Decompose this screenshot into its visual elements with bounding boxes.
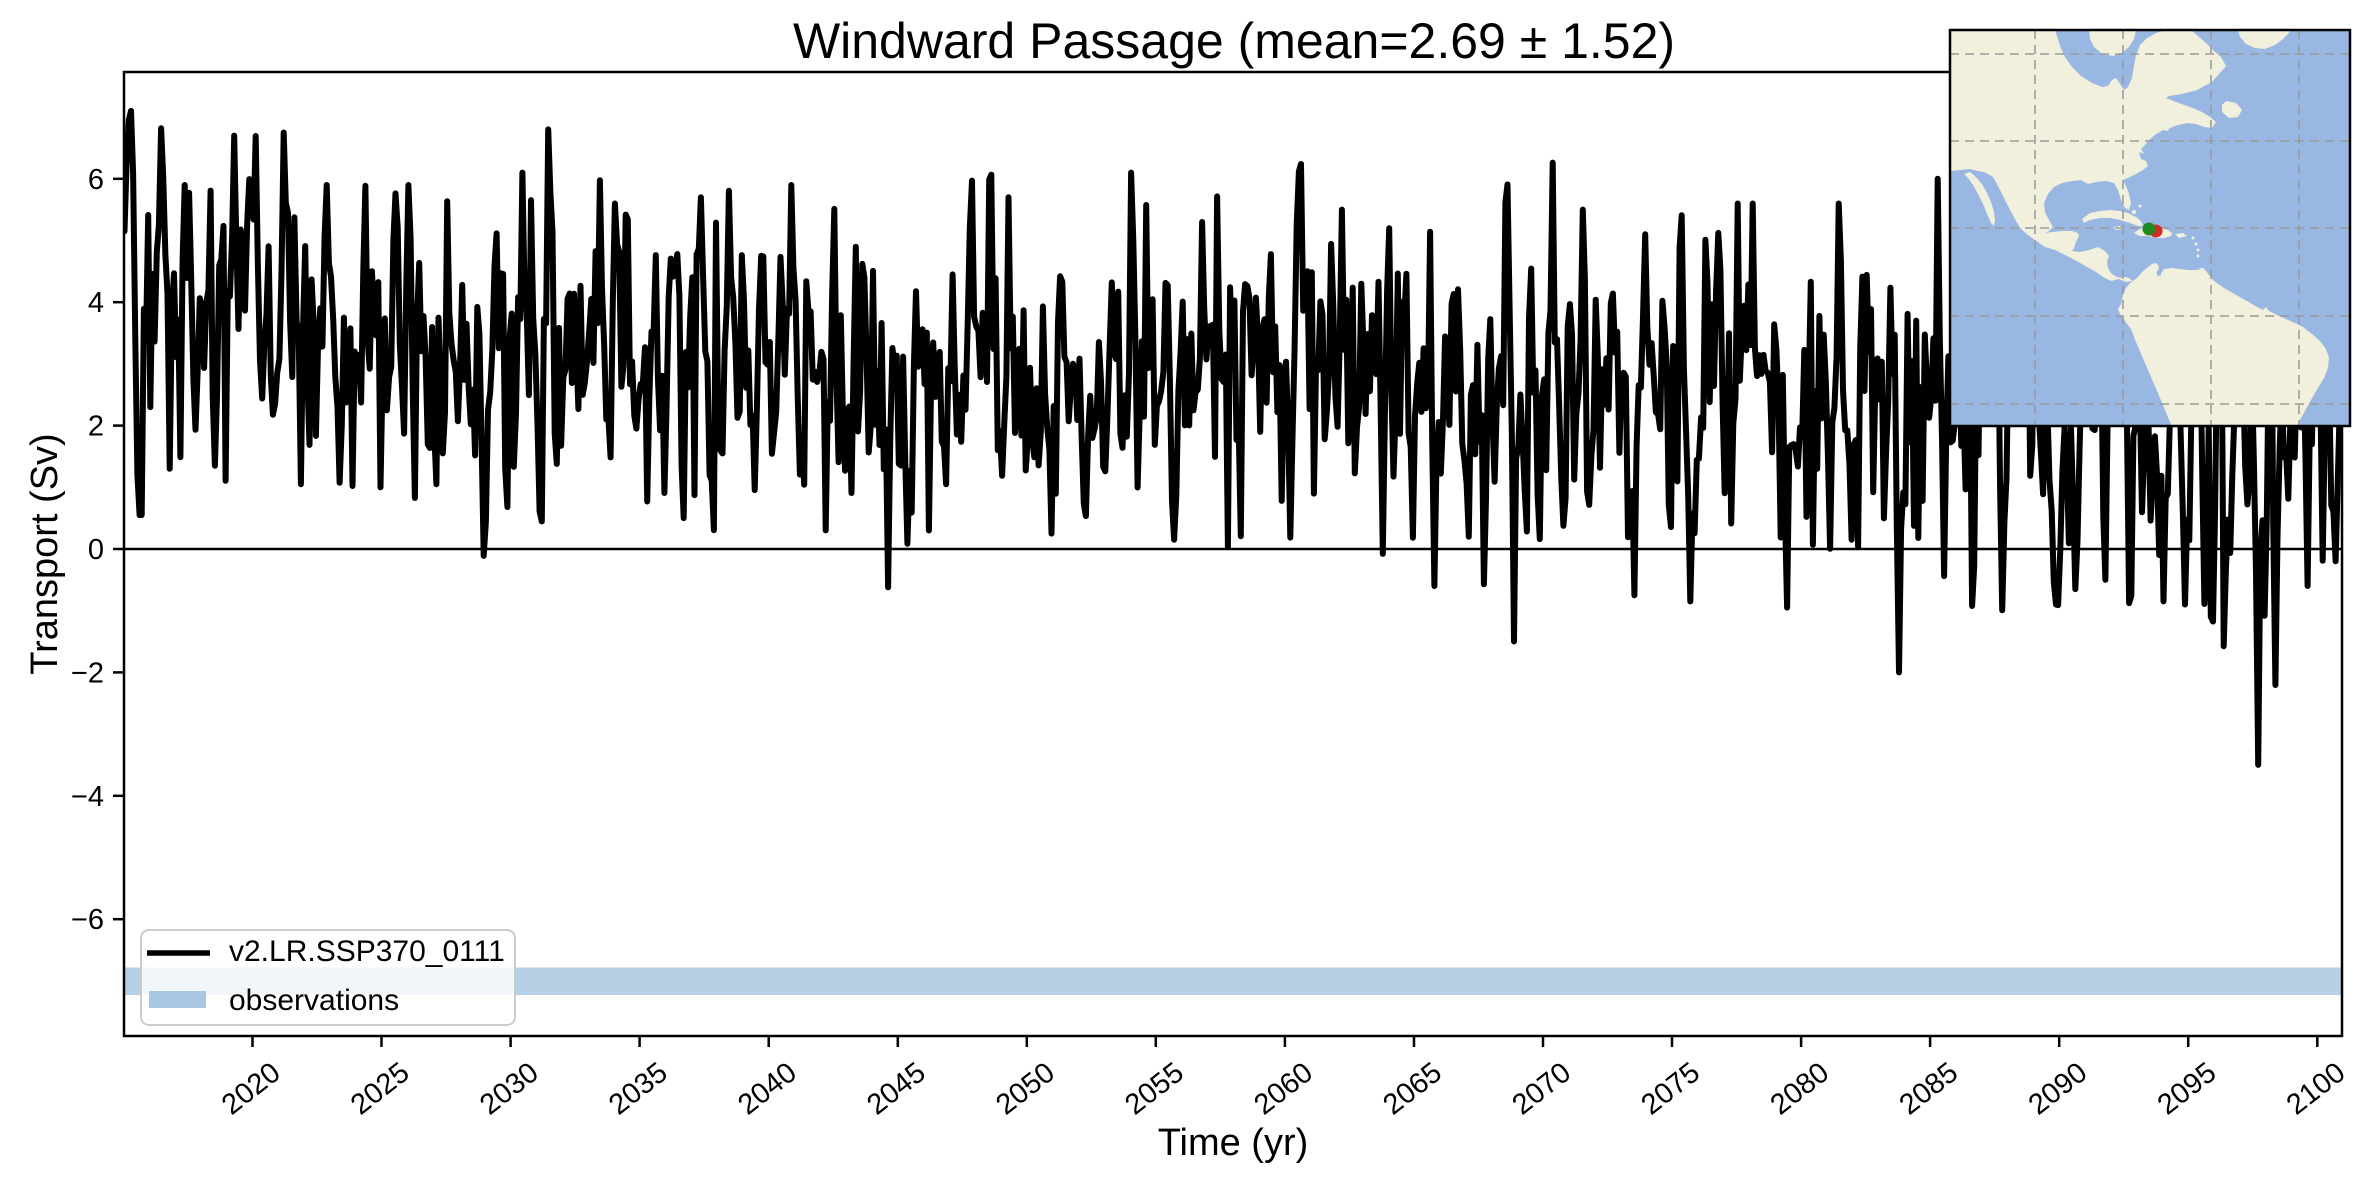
svg-text:0: 0 xyxy=(88,534,104,566)
svg-text:4: 4 xyxy=(88,287,104,319)
svg-text:Windward Passage (mean=2.69 ±: Windward Passage (mean=2.69 ± 1.52) xyxy=(793,13,1675,69)
svg-text:−6: −6 xyxy=(71,904,104,936)
svg-text:v2.LR.SSP370_0111: v2.LR.SSP370_0111 xyxy=(229,935,505,968)
svg-text:2: 2 xyxy=(88,411,104,443)
svg-text:6: 6 xyxy=(88,164,104,196)
svg-text:−2: −2 xyxy=(71,657,104,689)
svg-text:−4: −4 xyxy=(71,781,104,813)
svg-text:observations: observations xyxy=(229,984,399,1017)
svg-text:Time (yr): Time (yr) xyxy=(1158,1122,1309,1164)
svg-text:Transport (Sv): Transport (Sv) xyxy=(24,433,66,674)
